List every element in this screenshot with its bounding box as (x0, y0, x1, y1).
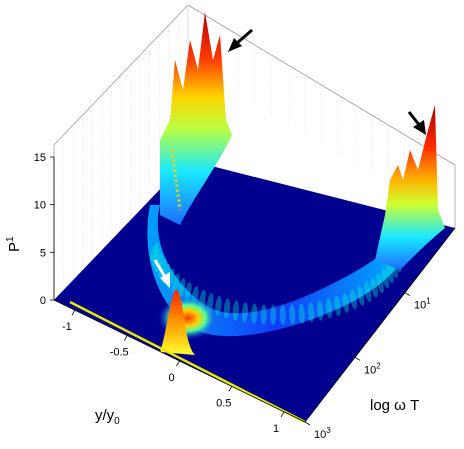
y-axis: 101 102 103 (304, 227, 456, 441)
y-tick-mark (304, 421, 311, 426)
x-tick-label: 0 (168, 372, 174, 384)
x-tick-mark (71, 309, 76, 316)
y-tick-label: 102 (364, 361, 381, 376)
z-tick-label: 0 (40, 295, 46, 307)
x-axis: -1 -0.5 0 0.5 1 (53, 299, 306, 435)
front-yellow-edge (69, 300, 306, 424)
x-tick-mark (123, 335, 128, 341)
left-ridge-surface (160, 12, 232, 225)
arrow-front-peak (153, 259, 170, 288)
x-tick-mark (280, 411, 285, 418)
x-tick-label: 0.5 (216, 397, 231, 409)
z-axis: 0 5 10 15 (34, 152, 55, 307)
x-tick-label: -1 (62, 321, 72, 333)
x-axis-label: y/y0 (95, 407, 120, 427)
y-tick-mark (354, 356, 361, 361)
y-tick-label: 103 (314, 426, 331, 441)
z-tick-label: 5 (40, 247, 46, 259)
right-ridge-surface (375, 105, 445, 270)
z-tick-label: 10 (34, 200, 46, 212)
arrow-left-ridge (228, 28, 253, 52)
y-tick-mark (404, 292, 411, 297)
x-tick-label: 1 (273, 423, 279, 435)
x-tick-label: -0.5 (110, 347, 129, 359)
ridge-band (147, 205, 405, 337)
front-peak (160, 289, 195, 355)
x-tick-mark (176, 360, 180, 367)
left-ridge-dots (170, 149, 182, 211)
z-tick-label: 15 (34, 152, 46, 164)
x-tick-mark (228, 386, 233, 392)
y-tick-label: 101 (414, 297, 431, 312)
y-axis-label: log ω T (370, 397, 419, 414)
arrow-right-ridge (407, 111, 426, 135)
z-axis-label: P1 (5, 236, 23, 252)
